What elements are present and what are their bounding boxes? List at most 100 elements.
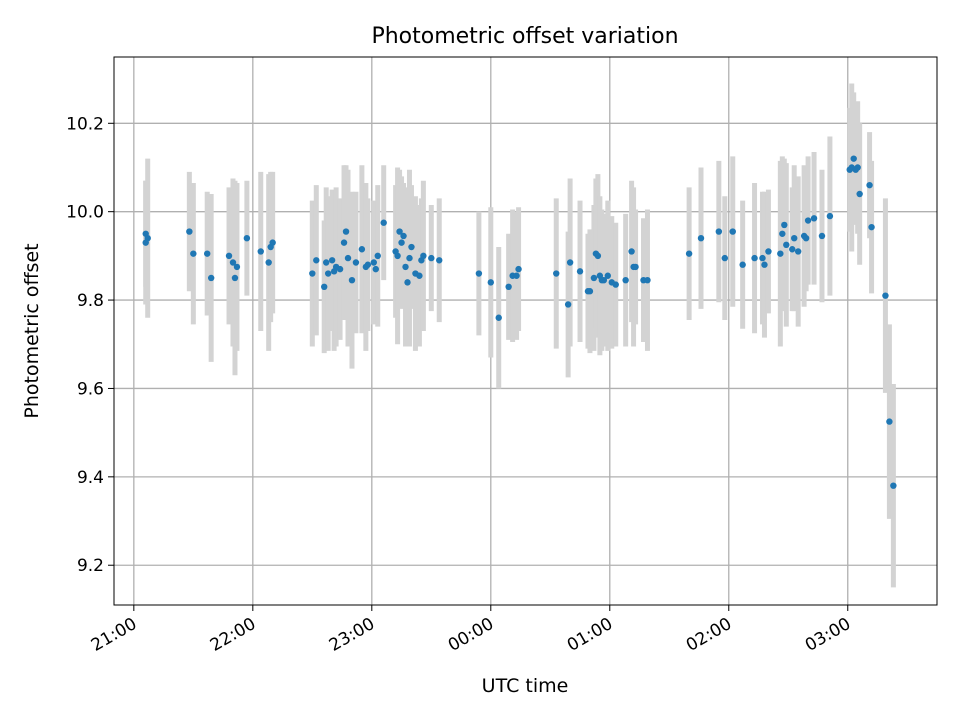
data-point (372, 265, 379, 273)
data-point (400, 232, 407, 240)
data-point (765, 248, 772, 255)
data-point (408, 243, 415, 251)
data-point (856, 190, 863, 198)
data-point (781, 221, 788, 229)
data-point (759, 254, 766, 262)
data-point (364, 261, 372, 268)
data-point (374, 252, 381, 260)
data-point (324, 270, 332, 277)
data-point (309, 270, 316, 277)
data-point (697, 234, 705, 242)
data-point (344, 254, 352, 262)
data-point (586, 288, 594, 295)
data-point (340, 239, 348, 246)
data-point (243, 234, 251, 242)
data-point (564, 301, 572, 308)
data-point (622, 276, 629, 284)
data-point (850, 155, 857, 162)
y-axis-label: Photometric offset (21, 243, 43, 418)
data-point (487, 279, 494, 286)
data-point (186, 228, 193, 235)
data-point (231, 274, 239, 282)
data-point (336, 265, 344, 273)
data-point (628, 248, 635, 255)
data-point (777, 250, 784, 257)
data-point (233, 263, 241, 271)
data-point (632, 263, 639, 271)
data-point (566, 259, 574, 266)
y-tick-label: 10.0 (66, 203, 104, 223)
data-point (868, 223, 875, 231)
data-point (685, 250, 693, 257)
data-point (779, 230, 786, 237)
plot-frame (113, 56, 938, 606)
data-point (416, 272, 423, 279)
data-point (644, 276, 651, 284)
data-point (513, 272, 520, 279)
data-point (739, 261, 746, 268)
y-tick-label: 9.6 (77, 379, 104, 399)
data-point (794, 248, 802, 255)
data-point (398, 239, 405, 246)
x-axis-label: UTC time (482, 675, 569, 697)
data-point (204, 250, 211, 257)
data-point (370, 259, 377, 266)
data-point (436, 257, 443, 264)
data-point (190, 250, 197, 257)
data-point (600, 276, 608, 284)
data-point (265, 259, 272, 266)
data-point (854, 164, 861, 171)
data-point (590, 274, 598, 282)
data-point (207, 274, 215, 282)
data-point (505, 283, 512, 291)
data-point (328, 257, 336, 264)
data-point (802, 234, 810, 242)
y-tick-label: 10.2 (66, 114, 104, 134)
data-point (402, 263, 409, 271)
y-tick-label: 9.4 (77, 468, 104, 488)
point-layer (142, 155, 897, 489)
data-point (475, 270, 483, 277)
data-point (313, 257, 320, 264)
data-point (553, 270, 560, 277)
data-point (269, 239, 276, 246)
data-point (406, 254, 413, 262)
data-point (810, 215, 818, 222)
data-point (818, 232, 826, 240)
data-point (495, 314, 502, 321)
data-point (257, 248, 264, 255)
data-point (604, 272, 611, 279)
data-point (342, 228, 350, 235)
data-point (229, 259, 237, 266)
data-point (729, 228, 736, 235)
y-tick-label: 9.2 (77, 556, 104, 576)
data-point (428, 254, 435, 262)
data-point (380, 219, 387, 226)
data-point (866, 181, 873, 189)
data-point (225, 252, 233, 260)
data-point (322, 259, 330, 266)
data-point (594, 252, 602, 260)
y-axis-ticks: 9.2 9.4 9.6 9.8 10.0 10.2 (66, 114, 114, 576)
data-point (791, 234, 798, 242)
data-point (882, 292, 889, 299)
data-point (761, 261, 768, 268)
data-point (721, 254, 729, 262)
data-point (394, 252, 401, 260)
data-point (576, 268, 584, 275)
data-point (612, 281, 619, 288)
data-point (886, 418, 893, 425)
data-point (396, 228, 403, 235)
data-point (890, 482, 897, 489)
data-point (715, 228, 723, 235)
data-point (751, 254, 758, 262)
data-point (358, 246, 366, 253)
chart-title: Photometric offset variation (371, 24, 678, 49)
data-point (515, 265, 522, 273)
y-tick-label: 9.8 (77, 291, 104, 311)
data-point (783, 241, 790, 249)
data-point (826, 212, 834, 220)
